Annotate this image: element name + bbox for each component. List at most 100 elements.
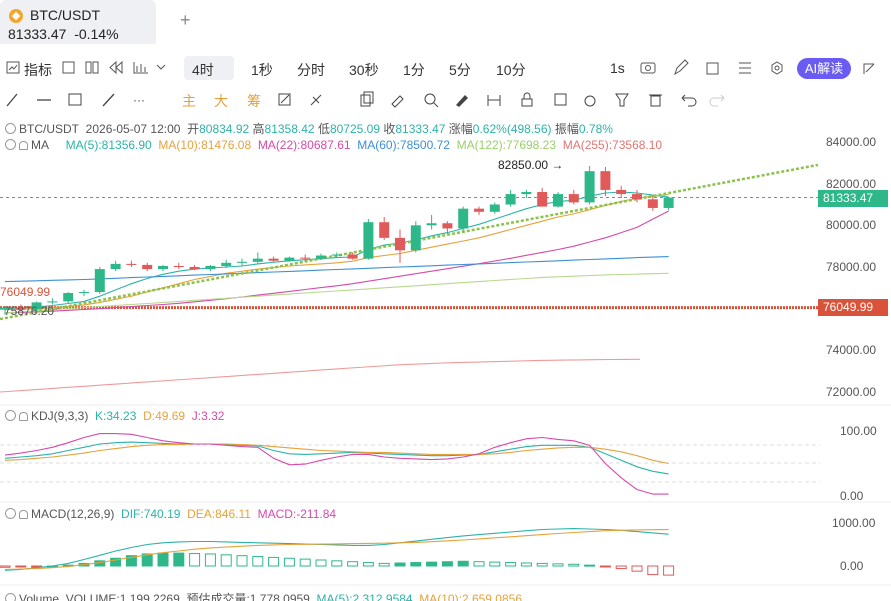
kdj-toggle-icon <box>5 410 16 421</box>
ma60-value: MA(60):78500.72 <box>357 138 450 152</box>
macd-histogram-bar <box>631 565 643 572</box>
macd-histogram-bar <box>15 565 27 568</box>
interval-1s-button[interactable]: 1s <box>610 60 625 76</box>
main-chart-tool[interactable]: 主 <box>182 93 196 109</box>
ma60-line <box>4 256 669 283</box>
macd-histogram-bar <box>362 562 374 567</box>
candle-body <box>600 171 611 190</box>
indicator-icon <box>6 61 20 74</box>
timeframe-10m[interactable]: 10分 <box>496 62 526 78</box>
popout-icon <box>706 62 719 75</box>
timeframe-4h[interactable]: 4时 <box>192 62 214 78</box>
high-annotation: 82850.00 → <box>498 158 564 172</box>
price-tick-label: 80000.00 <box>826 218 877 233</box>
timeframe-5m[interactable]: 5分 <box>449 62 471 78</box>
candle-body <box>505 194 516 205</box>
volume-name: Volume <box>19 592 60 601</box>
visibility-icon <box>5 123 16 134</box>
candle-body <box>94 269 105 292</box>
current-price-tag: 81333.47 <box>818 190 888 207</box>
ohlc-datetime: 2026-05-07 12:00 <box>85 122 181 136</box>
low-value: 80725.09 <box>329 122 381 136</box>
price-tick-label: 78000.00 <box>826 260 877 274</box>
candle-body <box>300 257 311 259</box>
indicator-button[interactable]: 指标 <box>24 62 52 78</box>
kdj-k-value: K:34.23 <box>95 409 137 423</box>
macd-histogram-bar <box>252 556 264 567</box>
brush-icon <box>456 95 468 107</box>
macd-histogram-bar <box>457 560 469 567</box>
ma-toggle-icon <box>5 139 16 150</box>
ma122-value: MA(122):77698.23 <box>456 138 557 152</box>
candle-body <box>252 258 263 262</box>
chips-tool[interactable]: 筹 <box>247 93 261 109</box>
macd-legend: MACD(12,26,9) DIF:740.19 DEA:846.11 MACD… <box>5 507 336 521</box>
macd-histogram-bar <box>536 562 548 567</box>
change-label: 涨幅 <box>448 122 473 136</box>
candle-body <box>31 302 42 310</box>
macd-dea-value: DEA:846.11 <box>187 507 251 521</box>
ai-analysis-button[interactable]: AI解读 <box>797 58 851 79</box>
macd-histogram-bar <box>110 557 122 567</box>
timeframe-time[interactable]: 分时 <box>297 62 325 78</box>
add-tab-button[interactable]: + <box>180 10 191 30</box>
price-tick-label: 84000.00 <box>826 135 877 149</box>
macd-histogram-bar <box>268 556 280 567</box>
macd-histogram-bar <box>441 561 453 567</box>
tab-title: BTC/USDT <box>30 7 100 23</box>
big-trade-tool[interactable]: 大 <box>214 93 228 109</box>
timeframe-1s[interactable]: 1秒 <box>251 62 273 78</box>
high-label: 高 <box>252 122 265 136</box>
rect-tool-icon <box>68 93 82 106</box>
layout-icon <box>85 61 92 74</box>
chevron-down-icon <box>156 64 166 70</box>
timeframe-active-bg <box>184 56 234 80</box>
magnet-tool-icon <box>310 94 322 106</box>
candle-body <box>158 265 168 270</box>
volume-legend: Volume VOLUME:1,199.2269 预估成交量:1,778.095… <box>5 590 522 601</box>
candle-body <box>347 254 358 259</box>
ma22-value: MA(22):80687.61 <box>257 138 351 152</box>
candle-body <box>237 261 247 263</box>
symbol-tab[interactable] <box>0 0 156 44</box>
measure-tool-icon <box>278 93 291 106</box>
kdj-d-line <box>4 443 669 465</box>
ma10-value: MA(10):81476.08 <box>158 138 252 152</box>
timeframe-30s[interactable]: 30秒 <box>349 62 379 78</box>
price-tick-label: 74000.00 <box>826 343 877 358</box>
candle-body <box>426 223 437 226</box>
candle-body <box>126 263 137 265</box>
chart-type-icon <box>133 62 148 74</box>
share-icon <box>863 63 875 74</box>
ma255-value: MA(255):73568.10 <box>562 138 663 152</box>
macd-histogram-bar <box>31 565 43 568</box>
macd-histogram-bar <box>552 563 564 567</box>
macd-histogram-bar <box>378 562 390 567</box>
candle-body <box>521 192 532 195</box>
macd-histogram-bar <box>568 563 580 567</box>
ma-name: MA <box>31 138 49 152</box>
filter-icon <box>615 93 629 107</box>
high-value: 81358.42 <box>264 122 315 136</box>
tab-price-line: 81333.47 -0.14% <box>8 26 119 42</box>
candle-body <box>489 204 500 212</box>
volume-toggle-icon <box>5 593 16 601</box>
timeframe-1m[interactable]: 1分 <box>403 62 425 78</box>
candle-body <box>0 307 10 310</box>
amp-label: 振幅 <box>554 122 579 136</box>
candle-body <box>189 267 200 270</box>
kdj-j-line <box>4 433 669 495</box>
template-icon <box>62 61 75 74</box>
candle-body <box>221 262 232 266</box>
link-icon <box>487 95 501 106</box>
trendline <box>0 163 819 321</box>
volume-ma10-value: MA(10):2,659.0856 <box>419 592 522 601</box>
candle-body <box>316 255 326 259</box>
candle-body <box>568 194 579 203</box>
kdj-name: KDJ(9,3,3) <box>31 409 89 423</box>
macd-histogram-bar <box>331 560 343 567</box>
macd-histogram-bar <box>394 562 406 567</box>
macd-histogram-bar <box>663 565 675 576</box>
